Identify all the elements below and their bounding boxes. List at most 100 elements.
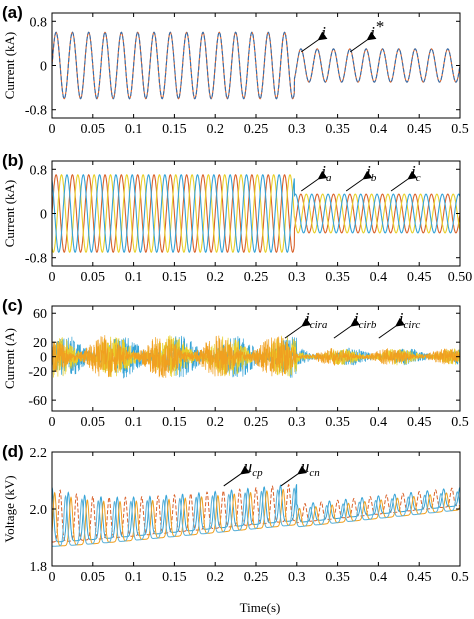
x-tick-label: 0.5 — [451, 415, 469, 430]
x-tick-label: 0.05 — [81, 270, 106, 285]
annotation-label: icira — [305, 309, 328, 331]
y-axis-title: Current (A) — [2, 328, 17, 389]
y-tick-label: 0 — [40, 208, 47, 223]
x-tick-label: 0.15 — [162, 270, 187, 285]
annotation-arrow — [333, 317, 361, 339]
panel-label: (a) — [2, 3, 23, 22]
chart-panel-3: 0 0.05 0.1 0.15 0.2 0.25 0.3 0.35 0.4 0.45 0.5 2.2 2… — [2, 442, 469, 585]
series-line-ucp — [52, 483, 460, 543]
x-tick-label: 0 — [49, 270, 56, 285]
x-tick-label: 0.2 — [206, 270, 224, 285]
x-tick-label: 0.3 — [288, 270, 306, 285]
annotation-arrow — [280, 465, 308, 487]
x-tick-label: 0.3 — [288, 570, 306, 585]
x-tick-label: 0.45 — [407, 415, 432, 430]
x-tick-label: 0.15 — [162, 415, 187, 430]
x-tick-label: 0.05 — [81, 122, 106, 137]
series-line-i* — [52, 31, 460, 100]
x-tick-label: 0.05 — [81, 570, 106, 585]
x-tick-label: 0.50 — [448, 270, 473, 285]
x-tick-label: 0.35 — [325, 122, 350, 137]
annotation-arrow — [378, 317, 406, 339]
x-tick-label: 0.45 — [407, 270, 432, 285]
x-tick-label: 0.4 — [370, 570, 388, 585]
series-line-lower-arm-2 — [52, 487, 460, 547]
annotation-arrow — [349, 31, 377, 53]
x-tick-label: 0.1 — [125, 415, 143, 430]
annotation-arrow — [390, 170, 418, 192]
annotation-arrow — [284, 317, 312, 339]
annotation-label: ib — [366, 162, 377, 184]
panel-label: (b) — [2, 151, 24, 170]
annotation-label: ic — [411, 162, 421, 184]
x-tick-label: 0.45 — [407, 570, 432, 585]
y-tick-label: 2.0 — [30, 503, 48, 518]
x-tick-label: 0.1 — [125, 270, 143, 285]
chart-panel-1: 0 0.05 0.1 0.15 0.2 0.25 0.3 0.35 0.4 0.45 0.50 0.8… — [2, 151, 472, 285]
x-tick-label: 0.35 — [325, 270, 350, 285]
x-tick-label: 0.4 — [370, 270, 388, 285]
x-tick-label: 0.5 — [451, 122, 469, 137]
chart-panel-2: 0 0.05 0.1 0.15 0.2 0.25 0.3 0.35 0.4 0.45 0.5 60 20… — [2, 296, 469, 430]
x-tick-label: 0.25 — [244, 415, 269, 430]
y-tick-label: 20 — [33, 336, 47, 351]
y-tick-label: -60 — [28, 394, 47, 409]
x-tick-label: 0 — [49, 570, 56, 585]
y-axis-title: Current (kA) — [2, 180, 17, 248]
x-tick-label: 0.3 — [288, 415, 306, 430]
x-tick-label: 0.4 — [370, 415, 388, 430]
y-tick-label: 0.8 — [30, 163, 48, 178]
panel-label: (c) — [2, 296, 23, 315]
series-line-ucn — [52, 484, 460, 543]
x-tick-label: 0.2 — [206, 122, 224, 137]
x-tick-label: 0.35 — [325, 570, 350, 585]
annotation-label: ucn — [301, 457, 320, 479]
annotation-label: icirc — [399, 309, 421, 331]
x-tick-label: 0.2 — [206, 415, 224, 430]
x-axis-title: Time(s) — [240, 600, 281, 615]
x-tick-label: 0.3 — [288, 122, 306, 137]
x-tick-label: 0.25 — [244, 570, 269, 585]
y-axis-title: Voltage (kV) — [2, 475, 17, 542]
panel-label: (d) — [2, 442, 24, 461]
x-tick-label: 0.5 — [451, 570, 469, 585]
annotation-label: ia — [321, 162, 332, 184]
y-tick-label: 0 — [40, 60, 47, 75]
x-tick-label: 0 — [49, 122, 56, 137]
x-tick-label: 0.25 — [244, 122, 269, 137]
x-tick-label: 0.05 — [81, 415, 106, 430]
y-tick-label: -20 — [28, 365, 47, 380]
annotation-arrow — [223, 465, 250, 487]
y-axis-title: Current (kA) — [2, 32, 17, 100]
x-tick-label: 0.1 — [125, 570, 143, 585]
x-tick-label: 0.15 — [162, 122, 187, 137]
annotation-arrow — [300, 31, 328, 53]
x-tick-label: 0.25 — [244, 270, 269, 285]
annotation-label: ucp — [244, 457, 263, 479]
series-line-icirc — [52, 335, 460, 378]
x-tick-label: 0.15 — [162, 570, 187, 585]
x-tick-label: 0.4 — [370, 122, 388, 137]
x-tick-label: 0.35 — [325, 415, 350, 430]
annotation-label: icirb — [354, 309, 377, 331]
y-tick-label: 1.8 — [30, 560, 48, 575]
y-tick-label: 2.2 — [30, 446, 48, 461]
y-tick-label: 60 — [33, 307, 47, 322]
chart-panel-0: 0 0.05 0.1 0.15 0.2 0.25 0.3 0.35 0.4 0.45 0.5 0.8 0… — [2, 3, 469, 137]
series-line-ib — [52, 174, 460, 253]
annotation-arrow — [300, 170, 328, 192]
x-tick-label: 0.2 — [206, 570, 224, 585]
y-tick-label: 0 — [40, 351, 47, 366]
x-tick-label: 0.1 — [125, 122, 143, 137]
series-line-ia — [52, 174, 460, 253]
annotation-label: i* — [370, 17, 384, 42]
y-tick-label: -0.8 — [25, 104, 47, 119]
annotation-label: i — [321, 23, 326, 42]
x-tick-label: 0 — [49, 415, 56, 430]
annotation-arrow — [345, 170, 373, 192]
x-tick-label: 0.45 — [407, 122, 432, 137]
series-line-ic — [52, 174, 460, 253]
y-tick-label: 0.8 — [30, 15, 48, 30]
y-tick-label: -0.8 — [25, 252, 47, 267]
